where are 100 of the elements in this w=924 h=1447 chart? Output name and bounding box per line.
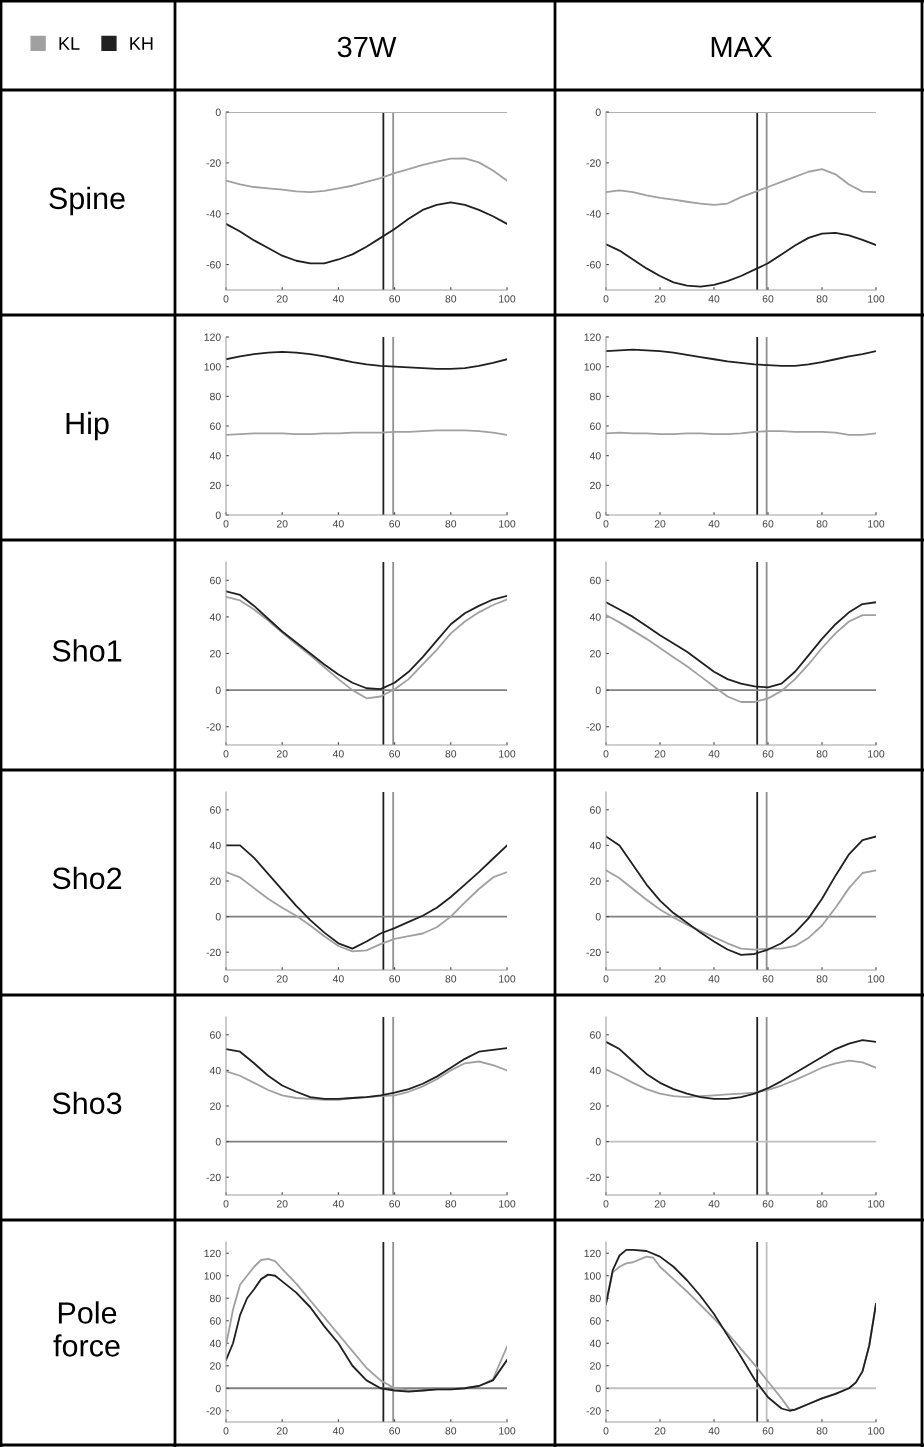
y-tick-label: -20 xyxy=(206,1407,221,1415)
chart-title: MAX xyxy=(711,36,772,57)
x-tick-label: 80 xyxy=(816,750,828,758)
x-tick-label: 0 xyxy=(603,975,609,983)
x-tick-label: 40 xyxy=(708,295,720,303)
x-tick-label: 100 xyxy=(868,520,885,528)
y-tick-label: 80 xyxy=(590,1294,601,1303)
x-tick-label: 80 xyxy=(816,520,828,528)
y-tick-label: -40 xyxy=(206,210,221,218)
y-tick-label: 120 xyxy=(204,1249,221,1258)
y-tick-label: 20 xyxy=(590,481,601,490)
y-tick-label: 20 xyxy=(210,1362,221,1370)
y-tick-label: 80 xyxy=(210,1294,221,1303)
x-tick-label: 60 xyxy=(762,520,774,528)
x-tick-label: 20 xyxy=(654,295,666,303)
y-tick-label: 40 xyxy=(209,841,221,850)
x-tick-label: 100 xyxy=(868,1427,885,1435)
y-tick-label: 100 xyxy=(584,363,601,371)
y-axis-title: Spine xyxy=(49,186,125,216)
y-tick-label: 100 xyxy=(204,363,221,371)
y-axis-title: Sho3 xyxy=(52,1091,122,1115)
x-tick-label: 60 xyxy=(389,975,400,983)
y-tick-label: 20 xyxy=(210,877,221,885)
x-tick-label: 40 xyxy=(332,1200,344,1208)
x-tick-label: 0 xyxy=(223,295,229,303)
y-axis-title: Hip xyxy=(66,411,109,441)
x-tick-label: 100 xyxy=(868,750,885,758)
y-tick-label: 20 xyxy=(590,877,601,885)
chart-title: 37W xyxy=(337,36,397,58)
x-tick-label: 80 xyxy=(816,975,828,983)
y-tick-label: 120 xyxy=(584,333,601,341)
y-tick-label: 60 xyxy=(210,1031,221,1039)
y-tick-label: 60 xyxy=(210,422,221,430)
x-tick-label: 80 xyxy=(445,295,457,303)
x-tick-label: 80 xyxy=(445,520,457,528)
y-tick-label: 40 xyxy=(589,613,601,621)
x-tick-label: 0 xyxy=(603,1427,609,1435)
x-tick-label: 60 xyxy=(389,295,400,303)
y-tick-label: 40 xyxy=(589,1066,601,1075)
x-tick-label: 0 xyxy=(603,1200,609,1208)
y-axis-title: Sho2 xyxy=(52,866,122,890)
x-tick-label: 0 xyxy=(223,750,229,758)
y-tick-label: 0 xyxy=(215,108,221,116)
x-tick-label: 20 xyxy=(276,295,288,303)
y-tick-label: 60 xyxy=(590,1317,601,1325)
y-tick-label: 40 xyxy=(589,1339,601,1348)
x-tick-label: 0 xyxy=(603,295,609,303)
y-tick-label: 40 xyxy=(209,1339,221,1348)
y-tick-label: 0 xyxy=(595,686,601,694)
y-tick-label: 0 xyxy=(215,686,221,694)
x-tick-label: 20 xyxy=(654,750,666,758)
x-tick-label: 40 xyxy=(332,750,344,758)
y-tick-label: 120 xyxy=(584,1249,601,1258)
x-tick-label: 20 xyxy=(276,520,288,528)
x-tick-label: 0 xyxy=(603,750,609,758)
y-tick-label: 40 xyxy=(589,452,601,460)
x-tick-label: 20 xyxy=(276,1200,288,1208)
x-tick-label: 40 xyxy=(332,975,344,983)
y-tick-label: 0 xyxy=(595,1384,601,1393)
y-tick-label: 20 xyxy=(590,650,601,658)
x-tick-label: 0 xyxy=(223,1200,229,1208)
x-tick-label: 20 xyxy=(276,750,288,758)
y-tick-label: 60 xyxy=(590,806,601,814)
x-tick-label: 40 xyxy=(708,1427,720,1435)
x-tick-label: 60 xyxy=(762,750,774,758)
x-tick-label: 40 xyxy=(708,975,720,983)
x-tick-label: 40 xyxy=(708,750,720,758)
y-tick-label: 20 xyxy=(210,650,221,658)
y-tick-label: 120 xyxy=(204,333,221,341)
y-tick-label: 0 xyxy=(595,913,601,921)
y-tick-label: -20 xyxy=(206,948,221,957)
x-tick-label: 20 xyxy=(276,975,288,983)
y-tick-label: 0 xyxy=(215,511,221,519)
x-tick-label: 60 xyxy=(762,1200,774,1208)
y-tick-label: 40 xyxy=(209,1066,221,1075)
y-axis-title: Pole force xyxy=(53,1301,120,1357)
x-tick-label: 80 xyxy=(816,1200,828,1208)
x-tick-label: 100 xyxy=(499,520,516,528)
y-tick-label: 0 xyxy=(215,1138,221,1146)
y-tick-label: 20 xyxy=(210,1102,221,1110)
y-tick-label: -20 xyxy=(586,723,601,731)
y-tick-label: 60 xyxy=(590,576,601,585)
x-tick-label: 100 xyxy=(499,975,516,983)
y-tick-label: 60 xyxy=(210,576,221,585)
x-tick-label: 100 xyxy=(868,1200,885,1208)
x-tick-label: 60 xyxy=(762,975,774,983)
x-tick-label: 40 xyxy=(332,295,344,303)
x-tick-label: 80 xyxy=(816,295,828,303)
y-axis-title: Sho1 xyxy=(52,639,122,662)
legend-label: KL xyxy=(59,37,80,50)
y-tick-label: -20 xyxy=(586,159,601,167)
y-tick-label: -60 xyxy=(586,261,601,269)
x-tick-label: 40 xyxy=(708,520,720,528)
x-tick-label: 60 xyxy=(389,520,400,528)
x-tick-label: 0 xyxy=(223,1427,229,1435)
y-tick-label: 80 xyxy=(590,392,601,401)
x-tick-label: 100 xyxy=(868,295,885,303)
y-tick-label: 0 xyxy=(215,1384,221,1393)
x-tick-label: 100 xyxy=(499,1200,516,1208)
y-tick-label: 60 xyxy=(590,1031,601,1039)
